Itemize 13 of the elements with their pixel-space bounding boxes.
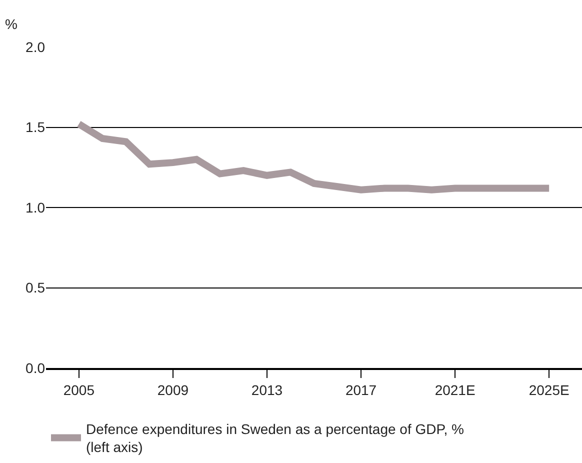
- x-tick-label: 2025E: [528, 382, 570, 398]
- y-tick-label: 1.0: [26, 199, 46, 216]
- x-tick-label: 2005: [63, 382, 95, 398]
- y-tick-label: 0.0: [26, 360, 46, 376]
- legend-label: Defence expenditures in Sweden as a percentage of GDP, % (left axis): [86, 421, 464, 456]
- x-tick-label: 2013: [251, 382, 283, 398]
- y-tick-label: 1.5: [26, 119, 46, 136]
- y-tick-label: 2.0: [26, 38, 46, 55]
- x-tick-label: 2021E: [434, 382, 476, 398]
- x-tick-label: 2009: [157, 382, 189, 398]
- x-tick-label: 2017: [345, 382, 377, 398]
- y-tick-label: 0.5: [26, 280, 46, 296]
- y-axis-title: %: [5, 16, 18, 32]
